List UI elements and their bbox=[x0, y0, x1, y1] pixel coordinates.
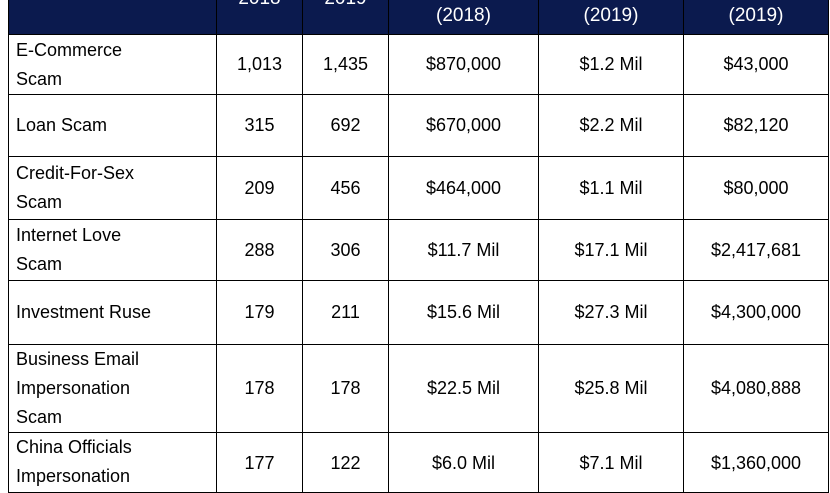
cases-2019-cell: 692 bbox=[302, 94, 389, 157]
scam-type-cell: E-Commerce Scam bbox=[8, 34, 217, 95]
scam-type-label: E-Commerce Scam bbox=[16, 39, 123, 89]
largest-2019-cell: $4,080,888 bbox=[683, 344, 829, 433]
cases-2019-cell: 122 bbox=[302, 432, 389, 493]
scam-type-cell: China Officials Impersonation bbox=[8, 432, 217, 493]
scam-type-cell: Investment Ruse bbox=[8, 280, 217, 345]
amount-2019-cell: $1.2 Mil bbox=[538, 34, 684, 95]
scam-type-cell: Loan Scam bbox=[8, 94, 217, 157]
header-cell-amount-2019: (2019) bbox=[538, 0, 684, 35]
largest-2019-cell: $80,000 bbox=[683, 156, 829, 220]
cases-2018-cell: 179 bbox=[216, 280, 303, 345]
cases-2018-cell: 177 bbox=[216, 432, 303, 493]
scam-type-label: China Officials Impersonation bbox=[16, 437, 132, 486]
amount-2018-cell: $11.7 Mil bbox=[388, 219, 539, 281]
amount-2018-cell: $870,000 bbox=[388, 34, 539, 95]
header-cell-cases-2019: 2019 bbox=[302, 0, 389, 35]
scam-type-label: Investment Ruse bbox=[16, 302, 152, 322]
header-cell-scam-type bbox=[8, 0, 217, 35]
amount-2018-cell: $15.6 Mil bbox=[388, 280, 539, 345]
scam-type-cell: Internet Love Scam bbox=[8, 219, 217, 281]
scam-type-label: Internet Love Scam bbox=[16, 225, 122, 274]
cases-2018-cell: 1,013 bbox=[216, 34, 303, 95]
header-cell-cases-2018: 2018 bbox=[216, 0, 303, 35]
cases-2019-cell: 306 bbox=[302, 219, 389, 281]
amount-2019-cell: $27.3 Mil bbox=[538, 280, 684, 345]
largest-2019-cell: $4,300,000 bbox=[683, 280, 829, 345]
cases-2018-cell: 209 bbox=[216, 156, 303, 220]
amount-2018-cell: $22.5 Mil bbox=[388, 344, 539, 433]
header-cell-amount-2018: (2018) bbox=[388, 0, 539, 35]
table-row: Internet Love Scam 288 306 $11.7 Mil $17… bbox=[8, 219, 829, 281]
table-row: China Officials Impersonation 177 122 $6… bbox=[8, 432, 829, 493]
table-body: E-Commerce Scam 1,013 1,435 $870,000 $1.… bbox=[8, 34, 829, 493]
cases-2019-cell: 1,435 bbox=[302, 34, 389, 95]
scam-type-label: Business Email Impersonation Scam bbox=[16, 349, 140, 427]
amount-2019-cell: $17.1 Mil bbox=[538, 219, 684, 281]
scam-type-label: Loan Scam bbox=[16, 115, 108, 135]
scam-type-cell: Business Email Impersonation Scam bbox=[8, 344, 217, 433]
table-row: Credit-For-Sex Scam 209 456 $464,000 $1.… bbox=[8, 156, 829, 220]
largest-2019-cell: $1,360,000 bbox=[683, 432, 829, 493]
cases-2019-cell: 211 bbox=[302, 280, 389, 345]
scam-statistics-table: 2018 2019 (2018) (2019) (2019) E-Commerc… bbox=[8, 0, 829, 493]
table-header: 2018 2019 (2018) (2019) (2019) bbox=[8, 0, 829, 35]
header-cell-largest-2019: (2019) bbox=[683, 0, 829, 35]
header-row: 2018 2019 (2018) (2019) (2019) bbox=[8, 0, 829, 35]
cases-2018-cell: 315 bbox=[216, 94, 303, 157]
table-row: Business Email Impersonation Scam 178 17… bbox=[8, 344, 829, 433]
amount-2019-cell: $2.2 Mil bbox=[538, 94, 684, 157]
cases-2019-cell: 456 bbox=[302, 156, 389, 220]
amount-2018-cell: $464,000 bbox=[388, 156, 539, 220]
largest-2019-cell: $2,417,681 bbox=[683, 219, 829, 281]
table-row: Investment Ruse 179 211 $15.6 Mil $27.3 … bbox=[8, 280, 829, 345]
largest-2019-cell: $82,120 bbox=[683, 94, 829, 157]
amount-2019-cell: $25.8 Mil bbox=[538, 344, 684, 433]
amount-2019-cell: $1.1 Mil bbox=[538, 156, 684, 220]
amount-2018-cell: $670,000 bbox=[388, 94, 539, 157]
table-row: E-Commerce Scam 1,013 1,435 $870,000 $1.… bbox=[8, 34, 829, 95]
table-row: Loan Scam 315 692 $670,000 $2.2 Mil $82,… bbox=[8, 94, 829, 157]
amount-2018-cell: $6.0 Mil bbox=[388, 432, 539, 493]
amount-2019-cell: $7.1 Mil bbox=[538, 432, 684, 493]
largest-2019-cell: $43,000 bbox=[683, 34, 829, 95]
cases-2018-cell: 288 bbox=[216, 219, 303, 281]
cases-2018-cell: 178 bbox=[216, 344, 303, 433]
scam-type-label: Credit-For-Sex Scam bbox=[16, 163, 135, 212]
cases-2019-cell: 178 bbox=[302, 344, 389, 433]
scam-type-cell: Credit-For-Sex Scam bbox=[8, 156, 217, 220]
